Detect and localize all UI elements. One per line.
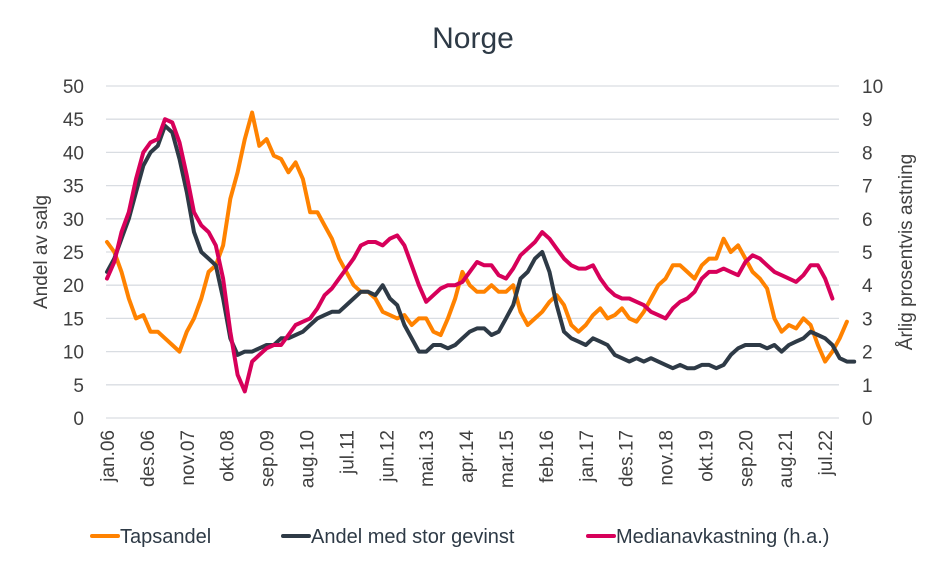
x-tick-label: apr.14 — [457, 430, 478, 483]
y-axis-left-label: Andel av salg — [31, 195, 52, 309]
series-line-andel-med-stor-gevinst — [105, 123, 857, 371]
y-tick-label: 30 — [63, 210, 84, 231]
y2-tick-label: 8 — [862, 143, 873, 164]
y-axis-right: 0 1 2 3 4 5 6 7 8 9 10 — [862, 77, 883, 430]
x-tick-label: jan.17 — [577, 430, 598, 483]
plot-lines — [105, 110, 857, 394]
y-tick-label: 25 — [63, 243, 84, 264]
y2-tick-label: 4 — [862, 276, 873, 297]
legend-label: Medianavkastning (h.a.) — [616, 526, 829, 548]
y2-tick-label: 5 — [862, 243, 873, 264]
y-tick-label: 10 — [63, 343, 84, 364]
x-tick-label: aug.10 — [297, 430, 318, 488]
x-tick-label: mar.15 — [497, 430, 518, 488]
legend-item: Andel med stor gevinst — [281, 526, 515, 548]
y-tick-label: 15 — [63, 309, 84, 330]
y2-tick-label: 0 — [862, 409, 873, 430]
y2-tick-label: 6 — [862, 210, 873, 231]
x-tick-label: des.17 — [617, 430, 638, 487]
x-tick-label: sep.20 — [736, 430, 757, 487]
chart-title: Norge — [432, 22, 514, 55]
legend-label: Andel med stor gevinst — [311, 526, 515, 548]
legend: Tapsandel Andel med stor gevinst Medianavk… — [90, 526, 829, 548]
x-tick-label: jan.06 — [98, 430, 119, 483]
y2-tick-label: 7 — [862, 177, 873, 198]
y-tick-label: 5 — [73, 376, 84, 397]
legend-item: Medianavkastning (h.a.) — [586, 526, 829, 548]
x-tick-label: jul.22 — [816, 430, 837, 476]
x-axis: jan.06 des.06 nov.07 okt.08 sep.09 aug.10 jul.… — [98, 430, 837, 489]
series-line-tapsandel — [105, 110, 849, 364]
y-axis-right-label: Årlig prosentvis astning — [896, 154, 917, 350]
y2-tick-label: 3 — [862, 309, 873, 330]
y-tick-label: 50 — [63, 77, 84, 98]
legend-item: Tapsandel — [90, 526, 211, 548]
x-tick-label: jun.12 — [377, 430, 398, 483]
y-tick-label: 45 — [63, 110, 84, 131]
x-tick-label: okt.19 — [696, 430, 717, 482]
x-tick-label: jul.11 — [337, 430, 358, 475]
series-line-medianavkastning-h-a — [105, 117, 835, 394]
y2-tick-label: 10 — [862, 77, 883, 98]
y-tick-label: 40 — [63, 143, 84, 164]
y-tick-label: 0 — [73, 409, 84, 430]
x-tick-label: mai.13 — [417, 430, 438, 487]
legend-label: Tapsandel — [120, 526, 211, 548]
y-tick-label: 20 — [63, 276, 84, 297]
x-tick-label: feb.16 — [537, 430, 558, 483]
x-tick-label: aug.21 — [776, 430, 797, 488]
x-tick-label: okt.08 — [218, 430, 239, 482]
x-tick-label: des.06 — [138, 430, 159, 487]
y2-tick-label: 1 — [862, 376, 873, 397]
y-axis-left: 0 5 10 15 20 25 30 35 40 45 50 — [63, 77, 84, 430]
y-tick-label: 35 — [63, 177, 84, 198]
x-tick-label: nov.18 — [657, 430, 678, 486]
y2-tick-label: 9 — [862, 110, 873, 131]
y2-tick-label: 2 — [862, 343, 873, 364]
x-tick-label: sep.09 — [258, 430, 279, 487]
x-tick-label: nov.07 — [178, 430, 199, 486]
